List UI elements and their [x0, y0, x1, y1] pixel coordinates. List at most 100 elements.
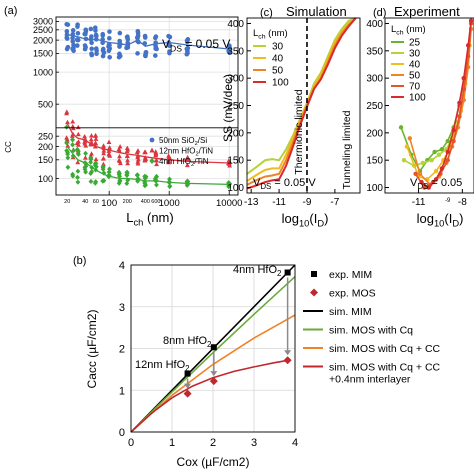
data-point: [457, 100, 462, 105]
data-point: [70, 39, 76, 44]
data-point: [94, 33, 99, 39]
data-point: [89, 46, 95, 52]
data-point: [75, 159, 81, 165]
data-point: [100, 33, 106, 38]
data-point: [70, 35, 75, 41]
legend-label: 12nm HfO2/TiN: [159, 147, 213, 158]
y-axis-label: SS (mV/dec): [221, 74, 235, 142]
data-point: [117, 38, 122, 44]
legend-label: 50: [272, 66, 284, 77]
tick-label-y: 400: [227, 19, 244, 30]
data-point: [106, 48, 112, 54]
data-point: [118, 160, 123, 166]
legend-marker: [149, 137, 155, 143]
data-point: [125, 147, 131, 152]
data-point: [422, 185, 427, 190]
data-point: [184, 38, 190, 43]
data-point: [93, 156, 99, 162]
thermionic-annotation: Thermionic limited: [293, 89, 305, 174]
data-point: [432, 149, 437, 155]
data-point: [185, 156, 191, 161]
x-axis-label: Cox (µF/cm2): [177, 455, 250, 469]
series-line: [66, 146, 230, 186]
data-point: [227, 43, 232, 48]
data-point: [135, 161, 141, 166]
panel-c-chart: (c) Simulation -13 -11 -9 -7 100 150 200 250 300 35…: [221, 4, 361, 229]
tick-label-x: 0: [128, 437, 134, 449]
data-point: [101, 148, 107, 153]
data-point: [75, 174, 80, 180]
data-point: [70, 137, 75, 143]
data-point: [75, 179, 81, 185]
legend-marker: [149, 147, 155, 153]
data-point: [143, 50, 149, 55]
tick-label-y: 500: [38, 99, 53, 109]
legend-label: 50nm SiO2/Si: [159, 136, 207, 147]
data-point: [413, 171, 418, 177]
data-point: [419, 179, 424, 185]
tick-label-x: 10000: [216, 198, 242, 209]
exp-mos-point: [283, 356, 292, 365]
data-point: [83, 150, 88, 156]
tick-label-y: 200: [366, 128, 383, 139]
y-axis-label: Cacc (µF/cm2): [85, 310, 99, 389]
annotation-12nm: 12nm HfO2: [135, 359, 190, 373]
data-point: [100, 178, 106, 184]
legend-title: Lch (nm): [391, 24, 426, 37]
data-point: [100, 164, 106, 170]
data-point: [65, 164, 71, 170]
data-point: [82, 166, 88, 172]
tick-label-y: 150: [366, 156, 383, 167]
data-point: [457, 114, 462, 119]
data-point: [142, 33, 148, 39]
data-point: [70, 119, 76, 124]
data-point: [94, 51, 99, 57]
annotation-4nm: 4nm HfO2: [233, 264, 281, 278]
tunneling-annotation: Tunneling limited: [341, 110, 353, 189]
annotation-8nm: 8nm HfO2: [163, 335, 211, 349]
tick-label-y: 100: [38, 174, 53, 184]
tick-label-x: 1: [169, 437, 175, 449]
series-line: [421, 20, 472, 189]
data-point: [101, 50, 107, 55]
data-point: [401, 157, 407, 163]
data-point: [82, 43, 88, 48]
data-point: [124, 45, 129, 51]
series-line: [246, 17, 357, 190]
data-point: [134, 35, 140, 40]
data-point: [439, 147, 445, 152]
x-axis-label: log10(ID): [417, 211, 464, 229]
tick-label-y: 1000: [33, 67, 53, 77]
data-point: [154, 158, 160, 163]
data-point: [116, 169, 122, 176]
data-point: [75, 24, 80, 29]
data-point: [65, 155, 71, 161]
legend-label: 30: [272, 42, 284, 53]
data-point: [166, 159, 172, 165]
data-point: [184, 162, 190, 168]
data-point: [468, 18, 474, 23]
data-point: [75, 30, 81, 36]
panel-title-c: Simulation: [286, 4, 347, 19]
data-point: [436, 152, 442, 157]
data-point: [135, 51, 140, 56]
x-axis-label: log10(ID): [282, 211, 329, 229]
tick-label-y: 400: [366, 19, 383, 30]
data-point: [134, 172, 140, 178]
data-point: [89, 133, 94, 138]
tick-label-y: 0: [119, 427, 125, 439]
data-point: [420, 160, 426, 166]
tick-label-y: 350: [227, 46, 244, 57]
data-point: [64, 32, 70, 38]
panel-label-d: (d): [373, 7, 386, 19]
panel-b-chart: (b) 0 1 2 3 4 0 1 2 3 4 Cox (µF/cm2) Cacc (µF/cm2) 4n…: [73, 255, 441, 469]
data-point: [101, 150, 107, 156]
vds-annotation: VDS = 0.05 V: [162, 37, 230, 53]
tick-label-x: -8: [458, 197, 467, 208]
data-point: [75, 37, 80, 42]
plot-frame: [130, 264, 296, 433]
data-point: [124, 169, 130, 175]
data-point: [125, 36, 131, 42]
data-point: [88, 159, 94, 165]
